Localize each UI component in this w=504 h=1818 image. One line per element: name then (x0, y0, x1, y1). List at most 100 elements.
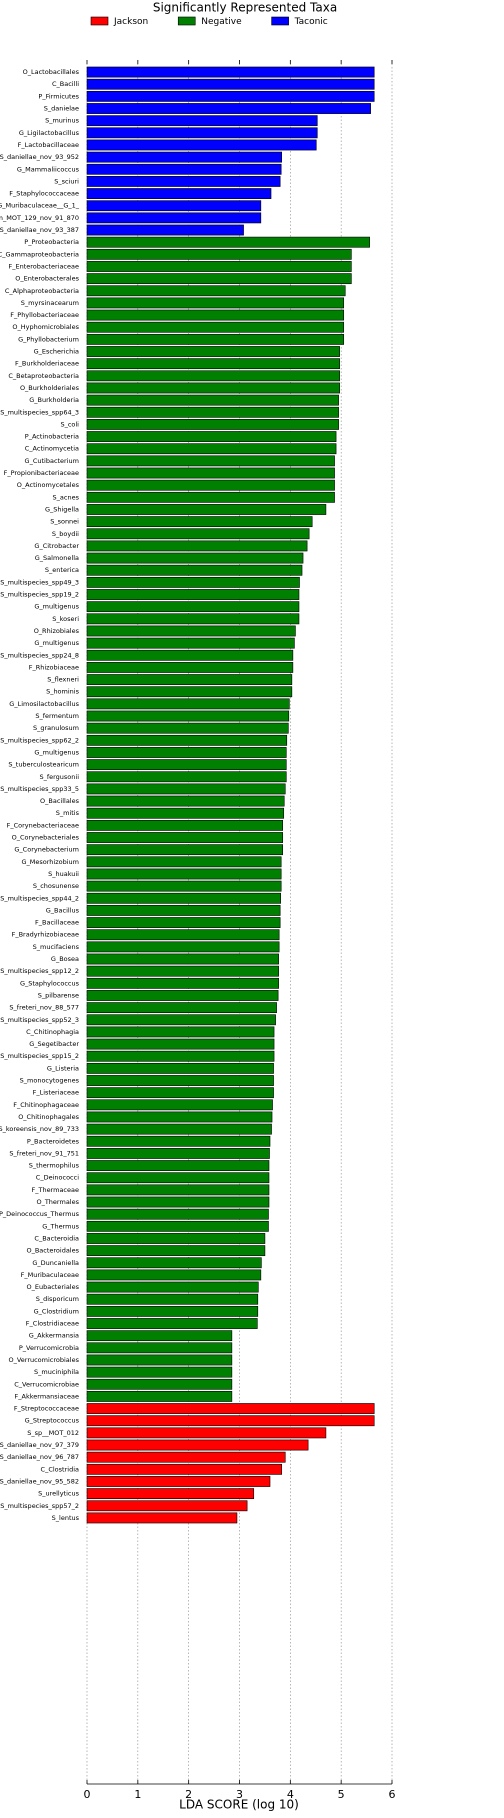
bar (86, 1038, 275, 1050)
y-tick-label: S_daniellae_nov_93_387 (0, 226, 79, 234)
y-tick-label: S_daniellae_nov_93_952 (0, 153, 79, 161)
y-tick-label: S_mitis (56, 809, 80, 817)
bar (86, 479, 335, 491)
bar (86, 613, 300, 625)
bar (86, 674, 293, 685)
legend-label: Taconic (294, 17, 328, 27)
y-tick-label: F_Listeriaceae (33, 1089, 79, 1097)
bar (86, 1330, 233, 1342)
y-tick-label: F_Rhizobiaceae (29, 663, 79, 671)
bar (86, 1245, 266, 1257)
y-tick-label: G_Limosilactobacillus (9, 700, 79, 708)
bar (86, 1196, 270, 1208)
y-tick-label: G_Citrobacter (34, 542, 79, 550)
bar (86, 1342, 233, 1354)
y-tick-label: G_Muribaculaceae__G_1_ (0, 202, 80, 210)
bar (86, 552, 304, 564)
y-tick-label: S_tuberculostearicum (8, 761, 79, 769)
bar (86, 953, 279, 965)
chart-title: Significantly Represented Taxa (153, 1, 337, 15)
y-tick-label: S_multispecies_spp12_2 (0, 967, 79, 975)
bar (86, 1148, 270, 1159)
y-tick-label: S_granulosum (33, 724, 79, 732)
y-tick-label: F_Phyllobacteriaceae (10, 311, 79, 319)
bar (86, 467, 335, 479)
bar (86, 1427, 327, 1439)
bar (86, 200, 262, 212)
bar (86, 637, 295, 649)
y-tick-label: S_huakuii (48, 870, 79, 878)
bar (86, 1403, 375, 1414)
y-tick-label: G_Thermus (42, 1222, 79, 1230)
bar (86, 1111, 273, 1123)
y-tick-label: S_muciniphila (34, 1368, 79, 1376)
bar (86, 382, 340, 394)
y-tick-label: S_daniellae_nov_96_787 (0, 1453, 79, 1461)
y-tick-label: G_Duncaniella (32, 1259, 79, 1267)
x-axis-label: LDA SCORE (log 10) (179, 1798, 299, 1812)
bar (86, 90, 375, 102)
y-tick-label: G_Clostridium (34, 1307, 79, 1315)
y-tick-label: S_hominis (46, 688, 80, 696)
bar (86, 248, 352, 260)
bar (86, 540, 308, 552)
y-tick-label: S_fermentum (35, 712, 79, 720)
bar (86, 139, 317, 151)
bar (86, 868, 282, 880)
y-tick-label: C_Verrucomicrobiae (14, 1380, 79, 1388)
x-tick-label: 4 (287, 1788, 294, 1801)
bar (86, 1075, 274, 1086)
bar (86, 358, 340, 370)
bar (86, 491, 335, 503)
bar (86, 261, 352, 272)
bar (86, 722, 289, 734)
y-tick-label: S_koreensis_nov_89_733 (0, 1125, 79, 1133)
bar (86, 224, 244, 236)
bar (86, 309, 345, 321)
bar (86, 1172, 270, 1184)
y-tick-label: P_Deinococcus_Thermus (0, 1210, 80, 1218)
bar (86, 151, 282, 163)
y-tick-label: um_MOT_129_nov_91_870 (0, 214, 79, 222)
bar (86, 297, 345, 309)
y-tick-label: C_Bacteroidia (34, 1234, 79, 1242)
y-tick-label: O_Rhizobiales (34, 627, 80, 635)
y-tick-label: G_multigenus (34, 639, 79, 647)
y-tick-label: G_Shigella (45, 505, 79, 513)
bar (86, 66, 375, 78)
bar (86, 176, 281, 187)
y-tick-label: F_Clostridiaceae (26, 1320, 79, 1328)
bar (86, 1002, 277, 1014)
bar (86, 844, 284, 856)
y-tick-label: S_multispecies_spp52_3 (0, 1016, 79, 1024)
y-tick-label: G_multigenus (34, 603, 79, 611)
bar (86, 880, 282, 892)
bar (86, 1439, 309, 1451)
y-tick-label: F_Burkholderiaceae (15, 360, 79, 368)
y-tick-label: G_Ligilactobacillus (19, 129, 80, 137)
bar (86, 1269, 262, 1281)
y-tick-label: O_Enterobacterales (15, 275, 79, 283)
y-tick-label: G_multigenus (34, 748, 79, 756)
bar (86, 759, 287, 771)
y-tick-label: C_Gammaproteobacteria (0, 250, 79, 258)
y-tick-label: S_coli (60, 420, 79, 428)
legend-swatch (271, 16, 289, 26)
y-tick-label: S_daniellae_nov_97_379 (0, 1441, 79, 1449)
bar (86, 394, 339, 406)
bar (86, 1391, 233, 1402)
bar (86, 892, 281, 904)
bar (86, 807, 285, 819)
y-tick-label: S_daniellae_nov_95_582 (0, 1477, 79, 1485)
y-tick-label: F_Thermaceae (31, 1186, 79, 1194)
y-tick-label: O_Burkholderiales (20, 384, 80, 392)
y-tick-label: S_koseri (52, 615, 79, 623)
y-tick-label: S_multispecies_spp33_5 (0, 785, 79, 793)
legend-swatch (90, 16, 109, 26)
legend-label: Negative (201, 17, 242, 27)
y-tick-label: P_Firmicutes (38, 92, 79, 100)
bar (86, 710, 290, 722)
y-tick-label: O_Corynebacteriales (12, 834, 80, 842)
bar (86, 78, 375, 90)
